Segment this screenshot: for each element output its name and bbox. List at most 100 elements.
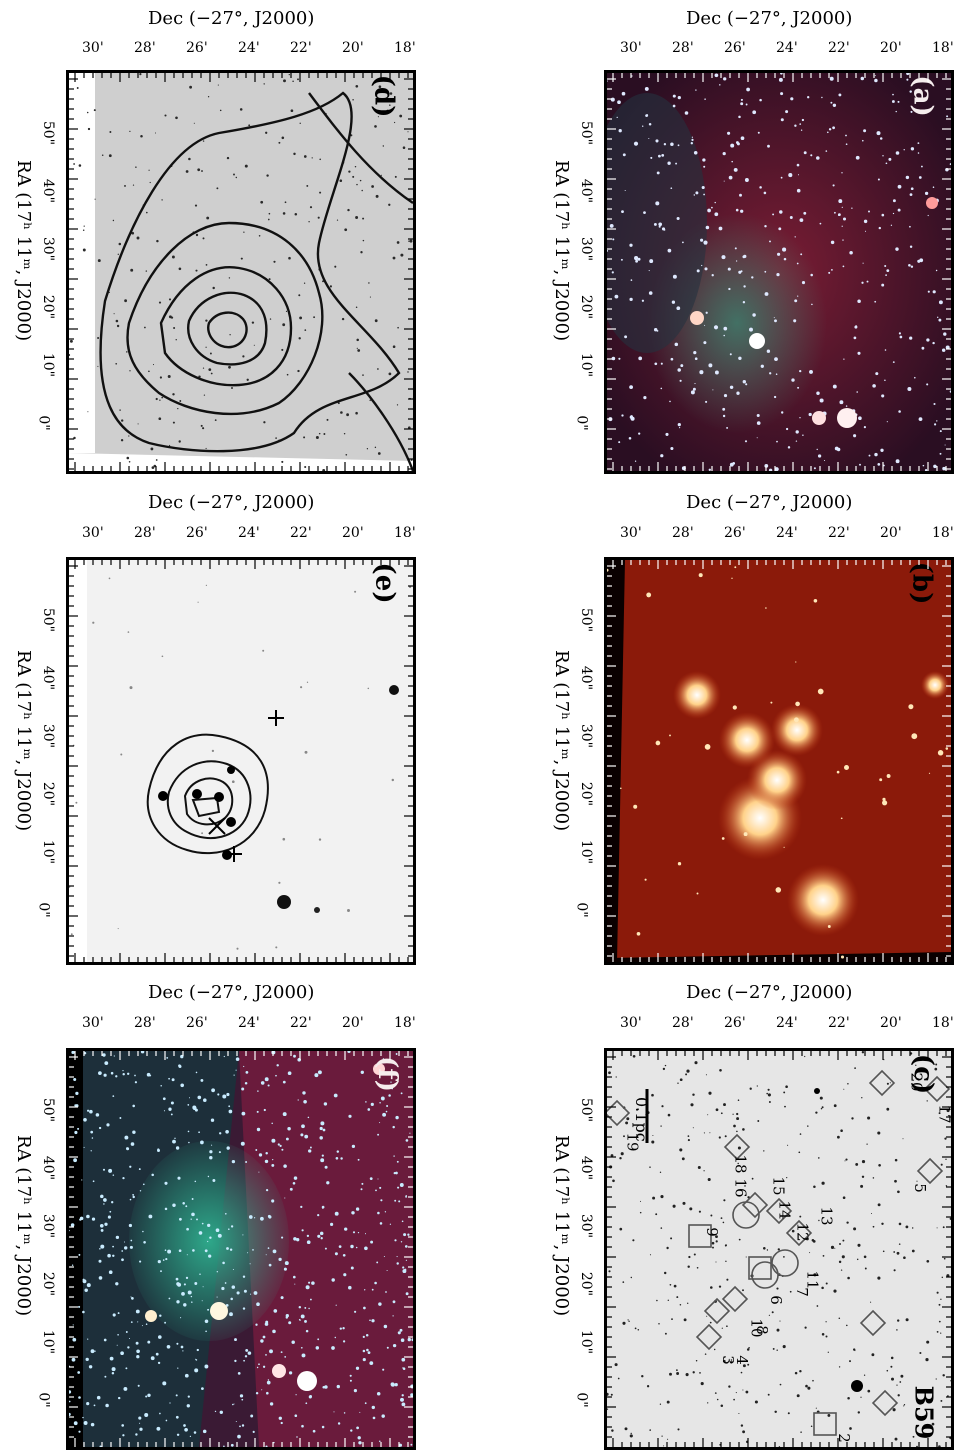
star <box>186 1404 190 1408</box>
star <box>215 1228 220 1233</box>
star <box>266 1380 271 1385</box>
star <box>938 1303 941 1306</box>
star <box>295 1394 297 1396</box>
star <box>112 1095 115 1097</box>
star <box>630 416 635 421</box>
star <box>757 131 760 134</box>
star <box>83 1117 87 1122</box>
star <box>897 184 902 189</box>
star <box>285 1137 289 1141</box>
star <box>861 1175 865 1179</box>
star <box>704 324 706 326</box>
star <box>740 98 743 101</box>
star <box>737 1146 741 1150</box>
star <box>164 1181 168 1185</box>
star <box>619 1227 623 1231</box>
star <box>210 1118 215 1122</box>
star <box>155 397 158 401</box>
star <box>926 1259 930 1263</box>
star <box>733 167 738 172</box>
star <box>280 1351 283 1354</box>
star <box>866 1143 868 1145</box>
star <box>285 310 288 313</box>
star <box>886 1107 890 1111</box>
star <box>851 207 853 209</box>
star <box>949 1217 951 1220</box>
star <box>369 1361 374 1366</box>
star <box>799 369 802 373</box>
star <box>293 1176 298 1180</box>
star <box>263 1108 266 1112</box>
star <box>706 1315 708 1317</box>
star <box>369 1319 371 1322</box>
dec-tick-label: 30' <box>82 525 104 541</box>
star <box>286 373 289 376</box>
star <box>157 1361 161 1365</box>
star <box>794 236 796 238</box>
star <box>747 1363 750 1366</box>
star <box>742 1289 744 1292</box>
star <box>307 1116 310 1119</box>
star <box>714 73 719 78</box>
star <box>649 1166 651 1168</box>
star <box>364 1233 367 1235</box>
star <box>162 1381 167 1386</box>
star <box>906 73 910 76</box>
star <box>936 1291 939 1294</box>
star <box>342 1253 346 1257</box>
star <box>275 1074 277 1077</box>
star <box>819 398 824 403</box>
star <box>808 412 812 417</box>
star <box>897 1319 900 1322</box>
star <box>727 131 731 135</box>
star <box>292 80 294 83</box>
star <box>896 1329 898 1331</box>
star <box>189 85 192 89</box>
star <box>834 211 836 214</box>
star <box>692 1371 695 1374</box>
star <box>794 299 798 303</box>
star <box>909 245 913 249</box>
star <box>670 187 673 190</box>
star <box>94 198 96 200</box>
star <box>874 452 878 457</box>
star <box>333 1093 338 1098</box>
star <box>942 466 946 471</box>
star <box>117 253 119 255</box>
star <box>374 1281 377 1285</box>
star <box>661 1435 663 1437</box>
star <box>715 1240 718 1243</box>
star <box>885 162 888 165</box>
star <box>723 394 728 398</box>
star <box>910 187 914 191</box>
star <box>205 447 207 450</box>
star <box>282 212 286 215</box>
star <box>638 432 641 435</box>
star <box>788 173 793 178</box>
e-contours <box>146 733 269 855</box>
star <box>99 1445 102 1447</box>
dec-tick-label: 28' <box>672 40 694 56</box>
star <box>401 1394 404 1397</box>
star <box>632 1054 636 1058</box>
star <box>782 247 787 252</box>
star <box>344 228 348 232</box>
ra-tick-label: 40" <box>578 1155 595 1181</box>
star <box>342 1327 345 1330</box>
star <box>195 1359 198 1361</box>
star <box>768 1101 771 1103</box>
star <box>216 187 219 190</box>
star <box>223 1445 225 1447</box>
star <box>791 1229 795 1233</box>
star <box>348 1114 352 1118</box>
star <box>229 1312 233 1317</box>
star <box>247 1351 252 1355</box>
star <box>928 772 931 774</box>
star <box>294 213 298 216</box>
star <box>300 1314 305 1319</box>
star <box>284 201 287 204</box>
star <box>744 1185 746 1187</box>
star <box>689 1207 693 1211</box>
star <box>137 1321 139 1323</box>
star <box>243 1065 245 1068</box>
